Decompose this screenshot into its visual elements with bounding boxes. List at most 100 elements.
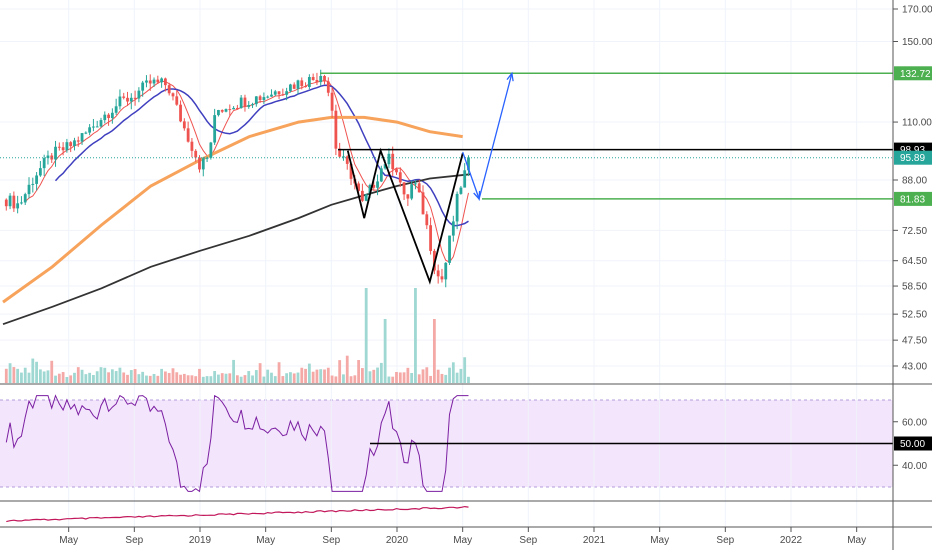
volume-bar	[99, 367, 103, 383]
candle-body	[360, 190, 364, 201]
candle-body	[376, 181, 379, 188]
candle	[270, 89, 273, 97]
rsi-axis[interactable]: 60.00 40.00 50.00	[893, 417, 932, 472]
volume-bar	[46, 370, 50, 383]
volume-bar	[232, 359, 235, 383]
volume-bar	[54, 375, 57, 383]
time-axis[interactable]: May Sep 2019 May Sep 2020 May Sep 2021 May Sep 2022…	[59, 527, 866, 546]
candle	[213, 108, 217, 145]
candle	[107, 113, 110, 126]
candle	[4, 198, 8, 211]
candle	[16, 195, 20, 214]
volume-bar	[334, 376, 338, 383]
candle	[379, 165, 383, 183]
volume-bar	[330, 375, 334, 383]
candle	[179, 100, 182, 123]
candle	[258, 94, 262, 103]
horizontal-levels	[0, 72, 893, 200]
candle	[95, 120, 99, 128]
candle	[414, 179, 417, 190]
rsi-tick-label: 40.00	[902, 461, 927, 472]
volume-bar	[364, 288, 368, 383]
candle-body	[232, 107, 235, 110]
candle	[300, 77, 304, 90]
candle	[182, 118, 186, 131]
candle-body	[372, 184, 376, 188]
candle-body	[31, 183, 35, 185]
volume-bar	[436, 369, 440, 383]
candle	[190, 138, 194, 158]
candle	[126, 91, 129, 107]
price-axis[interactable]: 170.00 150.00 110.00 88.00 72.50 64.50 58.50 52…	[893, 5, 932, 373]
candle	[129, 93, 133, 110]
time-tick-label: May	[650, 535, 669, 546]
candle-body	[467, 157, 470, 171]
candle-body	[167, 85, 171, 94]
candle-body	[198, 157, 201, 170]
candle	[398, 167, 402, 187]
candle-body	[330, 92, 334, 111]
volume-bar	[402, 372, 406, 383]
candle	[198, 155, 201, 173]
candle-body	[463, 170, 467, 188]
bottom-indicator-line	[6, 505, 469, 523]
candle	[209, 141, 213, 160]
candle-body	[186, 128, 190, 142]
candle-body	[410, 184, 414, 199]
volume-bar	[126, 374, 129, 383]
candle	[160, 77, 164, 88]
volume-bar	[209, 376, 213, 383]
volume-bar	[31, 358, 35, 383]
candle	[239, 95, 243, 109]
candle-body	[247, 104, 251, 107]
candle	[232, 106, 235, 110]
candle-body	[448, 235, 451, 263]
candle-body	[205, 157, 209, 159]
volume-bar	[429, 375, 432, 383]
volume-bar	[342, 374, 345, 383]
pattern-line[interactable]	[346, 147, 464, 285]
volume-bar	[217, 374, 220, 383]
candle	[235, 104, 239, 109]
candle-body	[326, 81, 330, 93]
candle	[137, 87, 141, 103]
candle	[334, 104, 338, 156]
volume-bar	[372, 369, 376, 383]
price-pane[interactable]	[0, 0, 893, 383]
volume-bar	[95, 371, 99, 383]
candle	[133, 90, 137, 106]
candle-body	[76, 140, 80, 142]
candle-body	[99, 120, 103, 127]
price-label-text: 132.72	[900, 69, 931, 80]
candle-body	[84, 132, 88, 134]
candle-body	[23, 194, 27, 203]
candle-body	[126, 97, 129, 102]
price-label-text: 98.93	[900, 145, 925, 156]
candle-body	[114, 106, 118, 113]
price-label-text: 95.89	[900, 153, 925, 164]
time-tick-label: May	[256, 535, 275, 546]
candle-body	[152, 79, 156, 84]
candle	[444, 262, 448, 288]
candle	[254, 96, 258, 107]
candle-body	[224, 109, 228, 112]
price-label: 132.72	[894, 66, 932, 81]
volume-bar	[50, 360, 54, 383]
rsi-level-label: 50.00	[894, 436, 932, 451]
volume-bar	[440, 373, 444, 383]
candle	[99, 117, 103, 128]
price-tick-label: 88.00	[902, 176, 927, 187]
volume-bar	[273, 376, 277, 383]
candle	[110, 108, 114, 124]
candle-body	[304, 86, 307, 88]
volume-bar	[228, 373, 232, 383]
volume-bar	[175, 372, 179, 383]
volume-bar	[129, 370, 133, 383]
volume-bar	[296, 372, 300, 383]
volume-bar	[38, 369, 42, 383]
candle-body	[292, 84, 296, 89]
candle-body	[42, 158, 46, 169]
candle	[65, 138, 69, 153]
volume-bar	[300, 367, 304, 383]
time-tick-label: 2019	[189, 535, 212, 546]
